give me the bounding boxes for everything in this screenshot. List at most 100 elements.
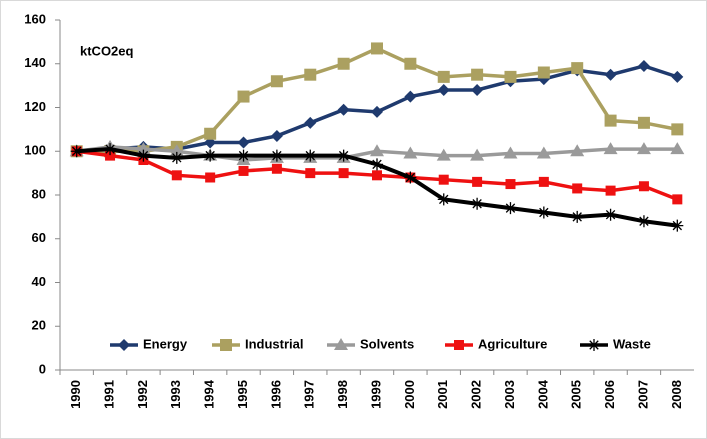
marker bbox=[604, 208, 617, 221]
legend-label: Industrial bbox=[245, 336, 304, 351]
marker bbox=[372, 170, 382, 181]
marker bbox=[471, 197, 484, 210]
marker bbox=[105, 150, 116, 161]
y-tick-label: 20 bbox=[32, 318, 46, 333]
x-tick-label: 1991 bbox=[101, 380, 116, 409]
marker bbox=[437, 193, 450, 206]
marker bbox=[338, 168, 349, 179]
marker bbox=[505, 179, 516, 190]
legend-marker bbox=[118, 339, 130, 351]
marker bbox=[171, 170, 182, 181]
marker bbox=[205, 172, 216, 183]
marker bbox=[404, 57, 417, 70]
marker bbox=[337, 103, 350, 116]
marker bbox=[471, 84, 484, 96]
x-tick-label: 2007 bbox=[635, 380, 650, 409]
y-tick-label: 80 bbox=[32, 186, 46, 201]
x-tick-label: 2002 bbox=[469, 380, 484, 409]
marker bbox=[638, 181, 649, 192]
marker bbox=[404, 90, 417, 103]
x-tick-label: 2006 bbox=[602, 380, 617, 409]
marker bbox=[204, 127, 217, 140]
marker bbox=[503, 146, 518, 159]
x-tick-label: 1997 bbox=[302, 380, 317, 409]
marker bbox=[371, 105, 383, 118]
marker bbox=[337, 149, 350, 162]
marker bbox=[403, 146, 418, 159]
x-tick-label: 1990 bbox=[68, 380, 83, 409]
marker bbox=[536, 146, 551, 159]
y-tick-label: 60 bbox=[32, 230, 46, 245]
marker bbox=[603, 142, 618, 155]
marker bbox=[571, 62, 584, 75]
x-tick-label: 1998 bbox=[335, 380, 350, 409]
marker bbox=[104, 143, 117, 156]
marker bbox=[605, 185, 616, 196]
x-tick-label: 1993 bbox=[168, 380, 183, 409]
marker bbox=[470, 148, 485, 161]
x-tick-label: 1992 bbox=[135, 380, 150, 409]
marker bbox=[270, 129, 283, 142]
marker bbox=[637, 215, 650, 228]
legend-marker bbox=[334, 338, 348, 350]
marker bbox=[437, 70, 450, 83]
legend-marker bbox=[454, 340, 464, 350]
marker bbox=[471, 68, 484, 81]
x-tick-label: 1999 bbox=[368, 380, 383, 409]
marker bbox=[472, 176, 483, 187]
marker bbox=[204, 149, 217, 162]
marker bbox=[304, 149, 317, 162]
marker bbox=[371, 158, 383, 171]
legend-marker bbox=[588, 339, 600, 351]
x-tick-label: 2001 bbox=[435, 380, 450, 409]
x-tick-label: 1995 bbox=[235, 380, 250, 409]
marker bbox=[370, 144, 384, 157]
series bbox=[70, 143, 684, 232]
x-tick-label: 2004 bbox=[535, 379, 550, 409]
marker bbox=[672, 194, 683, 205]
marker bbox=[438, 174, 449, 185]
marker bbox=[70, 145, 83, 158]
marker bbox=[237, 136, 250, 149]
marker bbox=[404, 171, 417, 184]
legend-label: Solvents bbox=[360, 336, 414, 351]
marker bbox=[504, 70, 517, 83]
x-tick-label: 1996 bbox=[268, 380, 283, 409]
marker bbox=[671, 70, 684, 83]
marker bbox=[537, 206, 550, 219]
marker bbox=[337, 57, 350, 70]
marker bbox=[270, 149, 283, 162]
marker bbox=[137, 149, 150, 162]
marker bbox=[270, 75, 283, 88]
marker bbox=[304, 116, 317, 129]
marker bbox=[637, 59, 650, 72]
marker bbox=[437, 84, 450, 96]
legend-label: Waste bbox=[613, 336, 651, 351]
marker bbox=[237, 90, 250, 103]
marker bbox=[636, 142, 651, 155]
y-tick-label: 140 bbox=[24, 55, 46, 70]
marker bbox=[671, 123, 684, 136]
unit-annotation: ktCO2eq bbox=[80, 43, 134, 58]
marker bbox=[670, 142, 685, 155]
marker bbox=[637, 116, 650, 129]
marker bbox=[538, 176, 549, 187]
marker bbox=[304, 68, 317, 81]
marker bbox=[436, 148, 451, 161]
marker bbox=[136, 142, 151, 155]
marker bbox=[238, 165, 249, 176]
legend-marker bbox=[220, 339, 232, 351]
x-tick-label: 2005 bbox=[569, 380, 584, 409]
marker bbox=[537, 66, 550, 79]
y-tick-label: 0 bbox=[39, 361, 46, 376]
y-tick-label: 120 bbox=[24, 99, 46, 114]
marker bbox=[571, 210, 584, 223]
marker bbox=[170, 151, 183, 164]
x-tick-label: 2003 bbox=[502, 380, 517, 409]
x-tick-label: 2000 bbox=[402, 380, 417, 409]
marker bbox=[604, 114, 617, 127]
marker bbox=[504, 202, 517, 215]
marker bbox=[572, 183, 583, 194]
